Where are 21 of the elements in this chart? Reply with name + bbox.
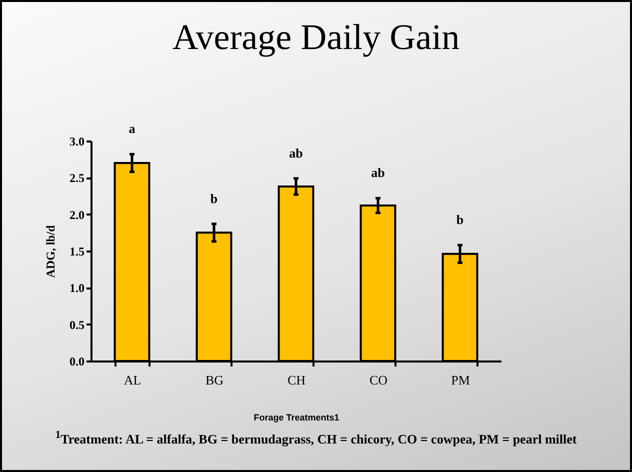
text: a bbox=[128, 121, 136, 136]
x-tick-label: CO bbox=[369, 372, 388, 388]
x-tick-label: PM bbox=[451, 372, 470, 388]
annotation: ab bbox=[289, 145, 303, 160]
y-tick-label: 2.0 bbox=[70, 208, 84, 222]
x-axis-title: Forage Treatments1 bbox=[254, 412, 340, 422]
x-tick-label: AL bbox=[124, 372, 142, 388]
y-tick-label: 0.5 bbox=[70, 318, 84, 332]
y-tick-label: 0.0 bbox=[70, 354, 84, 368]
y-tick-label: 1.0 bbox=[70, 281, 84, 296]
text: $^{1}$Treatment: AL = alfalfa, BG = bermudagrass, CH = chicory, CO = cowpea, PM = pearl millet bbox=[54, 429, 578, 448]
chart-title: Average Daily Gain bbox=[171, 16, 461, 58]
annotation: ab bbox=[371, 165, 385, 180]
annotation: b bbox=[210, 190, 218, 206]
y-tick-label: 3.0 bbox=[70, 134, 84, 148]
y-axis-title: ADG, lb/d bbox=[44, 224, 58, 278]
annotation: b bbox=[456, 212, 464, 228]
x-tick-label: CH bbox=[287, 372, 306, 388]
y-tick-label: 2.5 bbox=[70, 171, 84, 186]
x-tick-label: BG bbox=[205, 372, 224, 388]
y-tick-label: 1.5 bbox=[70, 244, 84, 258]
